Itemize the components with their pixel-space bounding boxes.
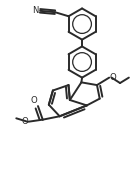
Text: O: O (21, 117, 28, 126)
Text: O: O (30, 96, 37, 105)
Text: N: N (32, 6, 38, 15)
Text: O: O (110, 73, 117, 82)
